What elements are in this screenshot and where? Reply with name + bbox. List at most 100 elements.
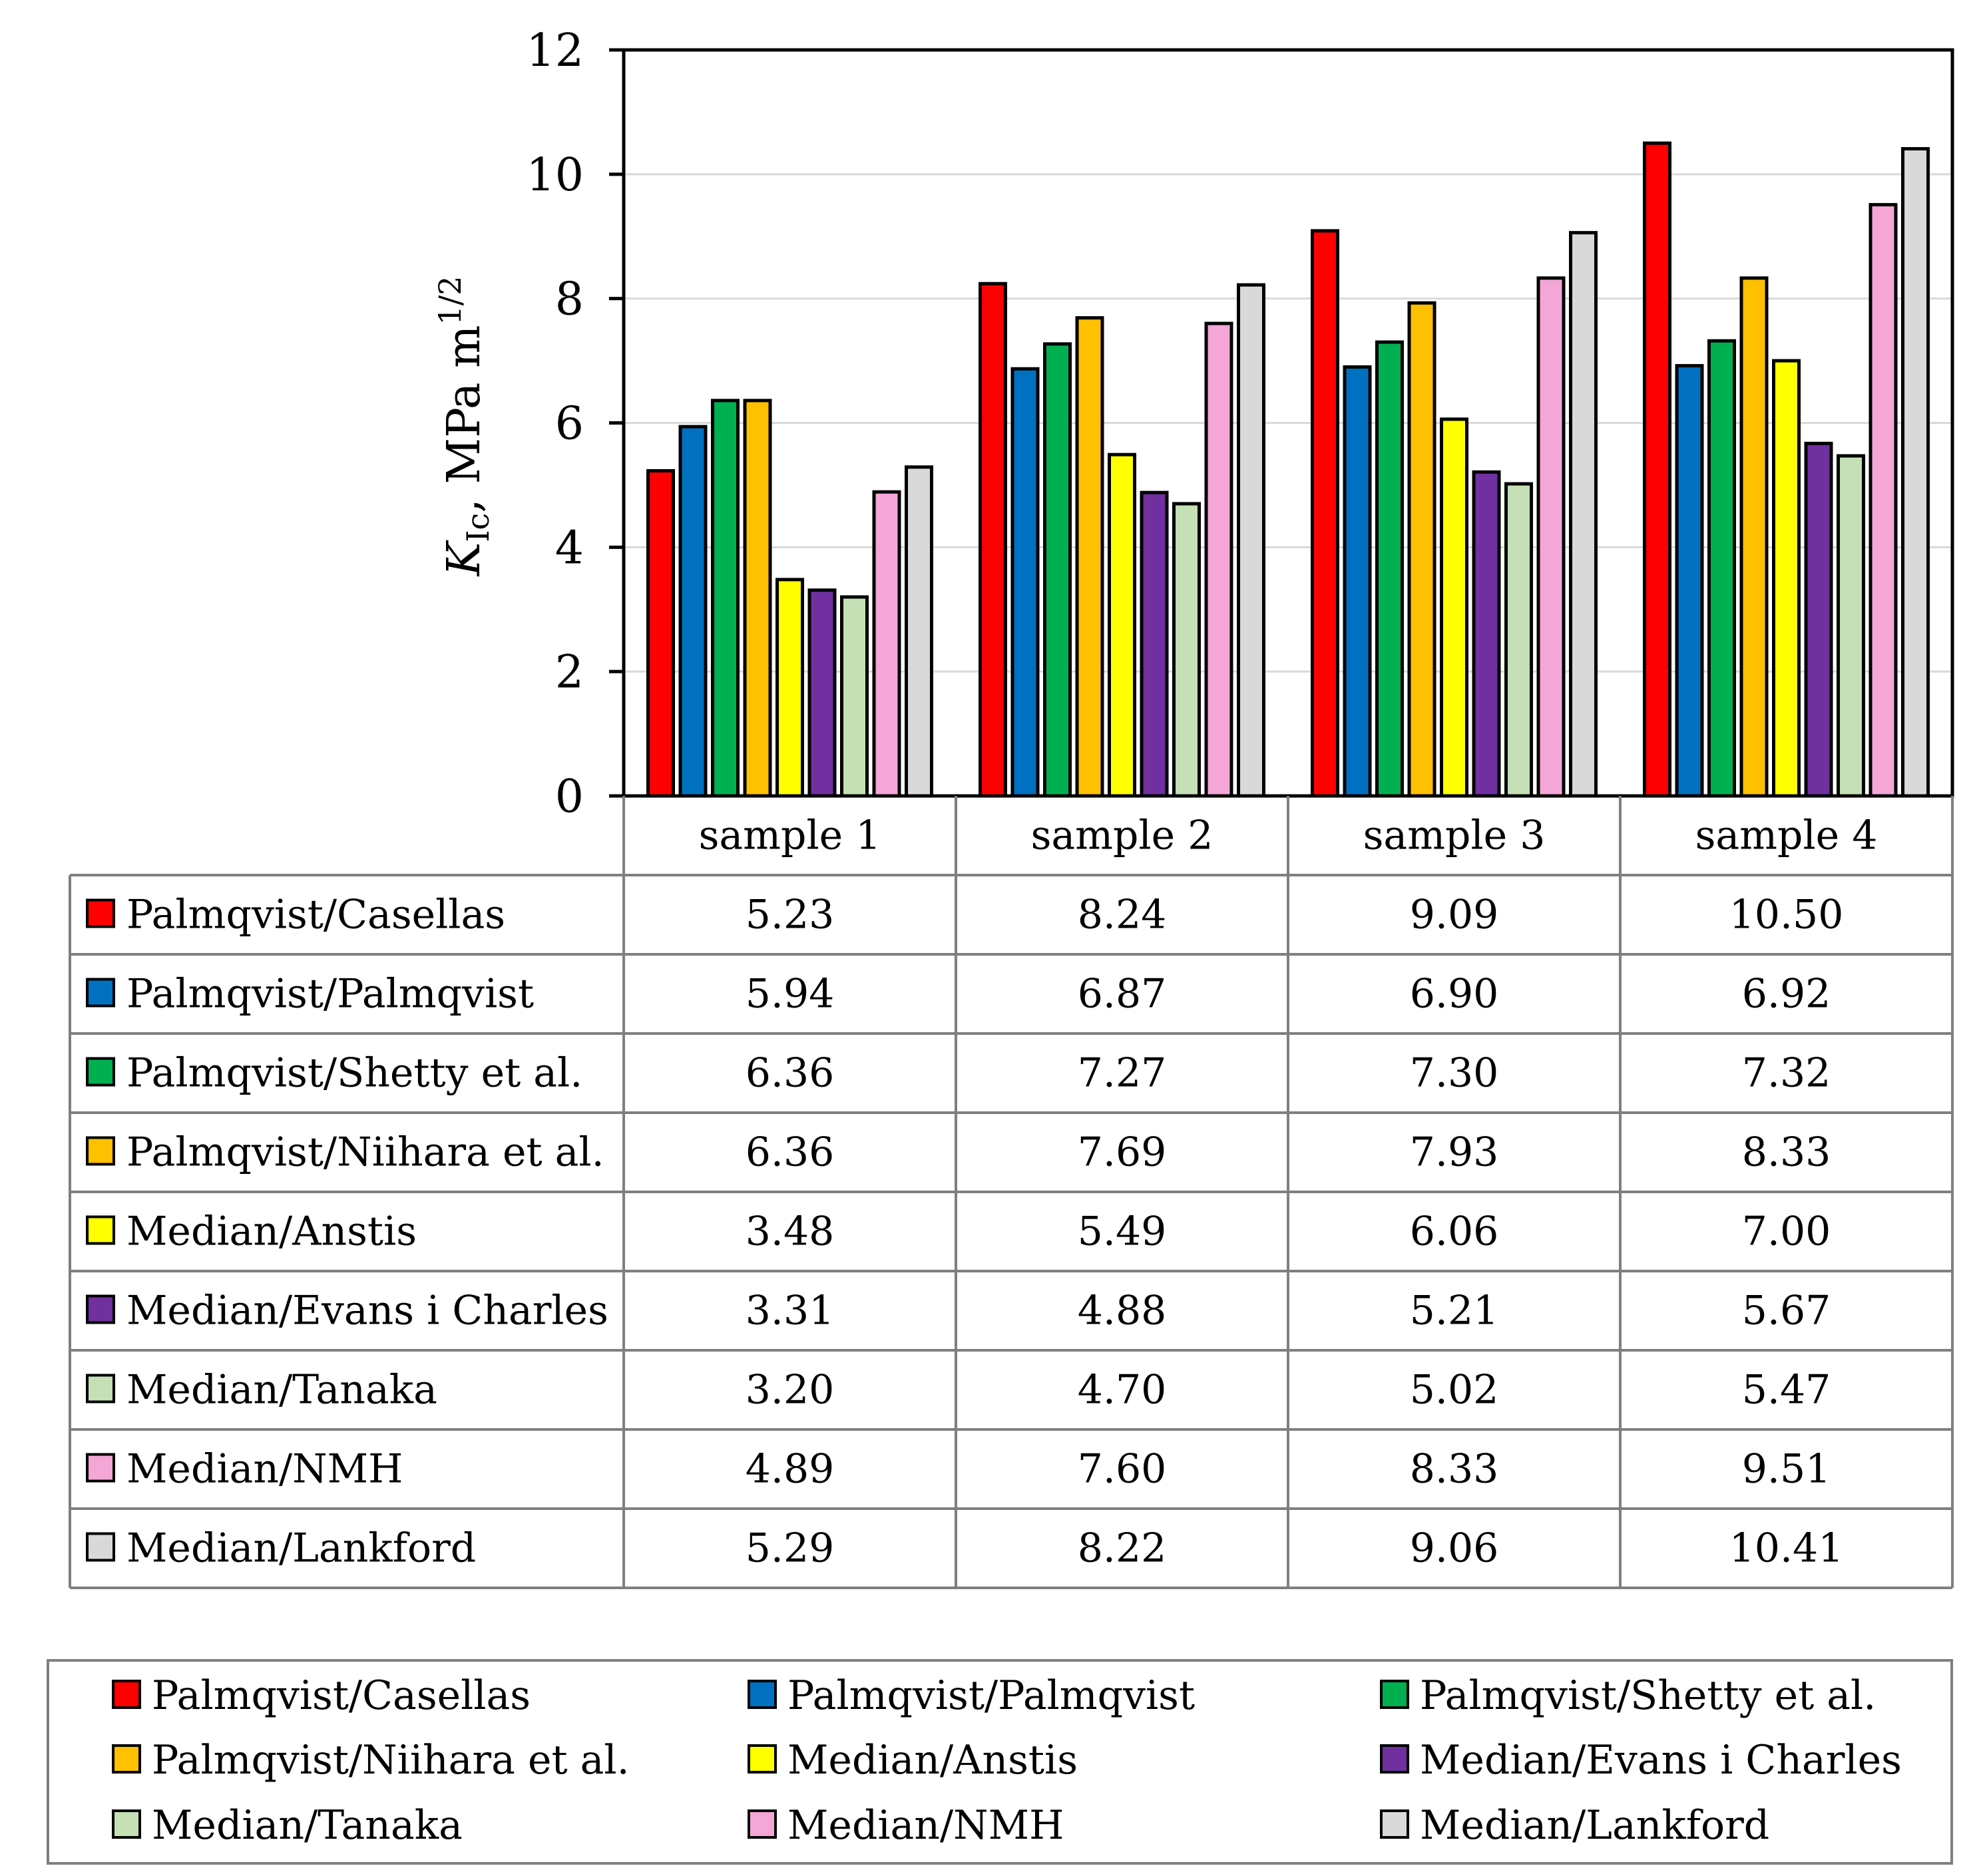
legend: Palmqvist/Casellas Palmqvist/Palmqvist Pal… <box>47 1659 1953 1865</box>
bar <box>1407 301 1436 798</box>
legend-entry: Palmqvist/Niihara et al. <box>152 1737 630 1783</box>
bar <box>1237 283 1265 798</box>
bar <box>1204 321 1233 798</box>
legend-swatch <box>748 1680 777 1709</box>
data-label: 5.02 <box>1410 1367 1499 1413</box>
data-label: 6.36 <box>746 1050 835 1097</box>
bar <box>1140 490 1169 798</box>
data-label: 5.49 <box>1078 1209 1167 1255</box>
table-legend-swatch <box>86 978 115 1008</box>
legend-entry: Median/NMH <box>787 1802 1064 1849</box>
data-label: 7.69 <box>1078 1129 1167 1176</box>
category-label: sample 2 <box>1031 813 1213 859</box>
bar <box>711 399 740 798</box>
data-label: 7.00 <box>1742 1209 1831 1255</box>
data-label: 4.70 <box>1078 1367 1167 1413</box>
bar <box>1343 365 1372 798</box>
data-label: 8.33 <box>1410 1446 1499 1493</box>
bar <box>1536 276 1566 798</box>
legend-swatch <box>112 1809 141 1839</box>
data-label: 9.06 <box>1410 1525 1499 1572</box>
axes: 0 2 4 6 8 10 12 KIc, MPa m1/2 <box>432 25 1954 823</box>
data-label: 7.60 <box>1078 1446 1167 1493</box>
table-series-name: Median/Evans i Charles <box>126 1288 608 1334</box>
data-label: 5.94 <box>746 971 835 1018</box>
bar <box>1739 276 1769 798</box>
bar <box>1043 342 1072 798</box>
table-legend-swatch <box>86 1294 115 1324</box>
data-label: 6.06 <box>1410 1209 1499 1255</box>
data-label: 5.47 <box>1742 1367 1831 1413</box>
table-legend-swatch <box>86 1057 115 1087</box>
y-tick-label: 10 <box>526 149 584 202</box>
legend-box <box>47 1659 1953 1865</box>
bar <box>1108 453 1136 798</box>
table-legend-swatch <box>86 898 115 928</box>
category-label: sample 4 <box>1695 813 1878 859</box>
bar <box>1837 454 1865 798</box>
bar <box>1172 502 1201 798</box>
legend-entry: Median/Lankford <box>1420 1802 1769 1849</box>
legend-entry: Median/Evans i Charles <box>1420 1737 1902 1783</box>
data-label: 3.31 <box>746 1288 835 1334</box>
data-table: sample 1 sample 2 sample 3 sample 4 Palmqvis… <box>69 796 1954 1589</box>
table-series-name: Median/Anstis <box>126 1209 417 1255</box>
bar <box>1569 231 1598 798</box>
legend-entry: Palmqvist/Palmqvist <box>787 1672 1195 1719</box>
bar <box>646 469 675 798</box>
y-tick-label: 0 <box>555 771 584 823</box>
bar <box>1675 364 1704 798</box>
bar <box>1804 441 1833 798</box>
data-label: 3.48 <box>746 1209 835 1255</box>
data-label: 8.33 <box>1742 1129 1831 1176</box>
bar <box>1504 482 1533 798</box>
table-series-name: Median/Tanaka <box>126 1367 437 1413</box>
legend-swatch <box>748 1744 777 1774</box>
y-tick-label: 12 <box>526 25 584 77</box>
category-label: sample 3 <box>1363 813 1546 859</box>
table-legend-swatch <box>86 1136 115 1166</box>
legend-entry: Median/Anstis <box>787 1737 1078 1783</box>
data-label: 7.27 <box>1078 1050 1167 1097</box>
table-series-name: Median/NMH <box>126 1446 403 1493</box>
bar <box>1772 359 1801 798</box>
bar <box>775 578 804 798</box>
legend-swatch <box>1380 1680 1409 1709</box>
data-label: 9.09 <box>1410 892 1499 938</box>
data-label: 5.21 <box>1410 1288 1499 1334</box>
legend-entry: Palmqvist/Casellas <box>152 1672 531 1719</box>
bar <box>1075 316 1104 798</box>
bar <box>1869 203 1898 798</box>
bar <box>905 465 933 798</box>
bar <box>1643 141 1671 798</box>
data-label: 5.29 <box>746 1525 835 1572</box>
data-label: 5.67 <box>1742 1288 1831 1334</box>
table-legend-swatch <box>86 1374 115 1404</box>
table-series-name: Median/Lankford <box>126 1525 476 1572</box>
data-label: 7.93 <box>1410 1129 1499 1176</box>
legend-swatch <box>112 1744 141 1774</box>
bar <box>678 425 708 798</box>
data-label: 9.51 <box>1742 1446 1831 1493</box>
y-axis-label-superscript: 1/2 <box>432 276 468 325</box>
data-label: 6.87 <box>1078 971 1167 1018</box>
bar <box>840 595 869 798</box>
data-label: 10.41 <box>1729 1525 1844 1572</box>
data-label: 8.22 <box>1078 1525 1167 1572</box>
data-label: 7.32 <box>1742 1050 1831 1097</box>
data-label: 6.90 <box>1410 971 1499 1018</box>
legend-swatch <box>1380 1744 1409 1774</box>
y-axis-label-symbol: K <box>438 539 491 577</box>
bar <box>1707 339 1736 798</box>
y-tick-label: 8 <box>555 274 584 326</box>
y-axis-label-unit: , MPa m <box>438 325 491 513</box>
y-axis-label: KIc, MPa m1/2 <box>432 276 496 578</box>
y-tick-label: 2 <box>555 646 584 699</box>
bars <box>646 141 1930 798</box>
category-label: sample 1 <box>699 813 881 859</box>
data-label: 4.88 <box>1078 1288 1167 1334</box>
data-label: 6.36 <box>746 1129 835 1176</box>
bar <box>872 490 901 798</box>
bar <box>743 399 772 798</box>
